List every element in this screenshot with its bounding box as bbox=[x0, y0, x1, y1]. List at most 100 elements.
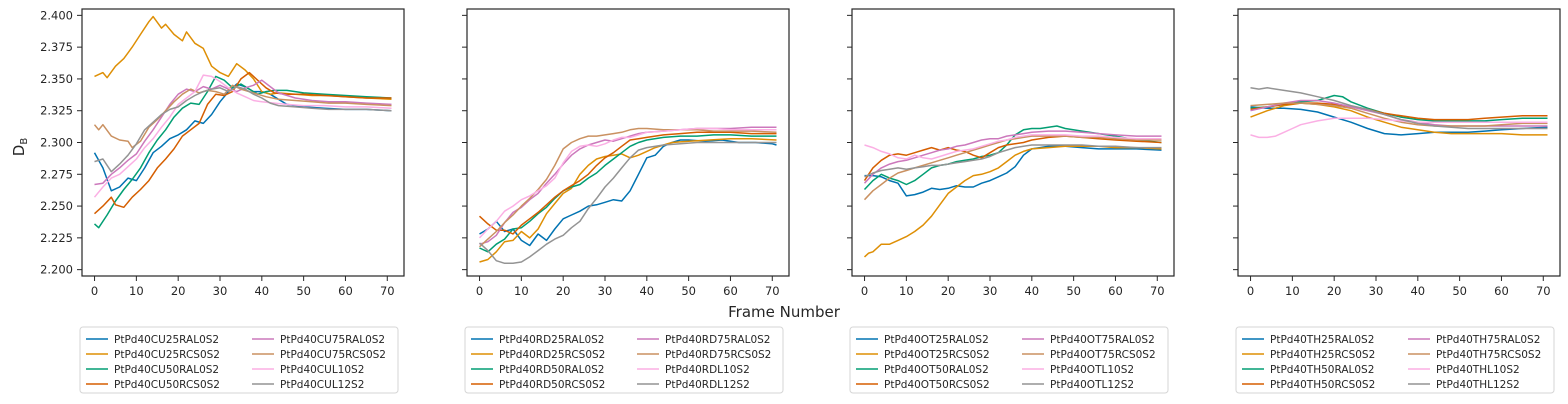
y-tick-label: 2.225 bbox=[40, 231, 73, 245]
series-line-PtPd40CU50RAL0S2 bbox=[93, 75, 392, 229]
legend-entry: PtPd40RD75RCS0S2 bbox=[665, 349, 771, 361]
x-tick-label: 0 bbox=[476, 284, 483, 298]
legend-entry: PtPd40TH50RAL0S2 bbox=[1270, 364, 1374, 376]
y-tick-label: 2.200 bbox=[40, 263, 73, 277]
x-tick-label: 70 bbox=[1536, 284, 1551, 298]
legend-entry: PtPd40CU75RAL0S2 bbox=[280, 334, 385, 346]
series-line-PtPd40CUL10S2 bbox=[93, 74, 392, 198]
series-line-PtPd40OTL12S2 bbox=[864, 144, 1162, 178]
legend-entry: PtPd40RD25RCS0S2 bbox=[499, 349, 605, 361]
series-line-PtPd40RD50RAL0S2 bbox=[479, 134, 777, 253]
panel-3: 0 10 20 30 40 50 60 70PtPd40OT25RAL0S2PtPd40OT2… bbox=[847, 8, 1175, 394]
legend-entry: PtPd40OT25RCS0S2 bbox=[884, 349, 990, 361]
legend-box bbox=[79, 326, 399, 394]
x-tick-label: 20 bbox=[941, 284, 956, 298]
legend-entry: PtPd40CU75RCS0S2 bbox=[280, 349, 386, 361]
panel-1: 0 10 20 30 40 50 60 70 2.200 2.225 2.250 2.275 2.300… bbox=[40, 8, 405, 394]
x-tick-label: 10 bbox=[514, 284, 529, 298]
legend-box bbox=[464, 326, 784, 394]
legend: PtPd40RD25RAL0S2 PtPd40RD25RCS0S2 PtPd40RD… bbox=[464, 326, 784, 394]
y-tick-label: 2.300 bbox=[40, 136, 73, 150]
legend-entry: PtPd40CU25RCS0S2 bbox=[114, 349, 220, 361]
series-group bbox=[93, 15, 392, 229]
legend-entry: PtPd40TH25RCS0S2 bbox=[1270, 349, 1375, 361]
x-axis-title: Frame Number bbox=[728, 303, 841, 321]
series-line-PtPd40CUL12S2 bbox=[94, 85, 392, 173]
x-tick-label: 20 bbox=[556, 284, 571, 298]
legend-entry: PtPd40OT25RAL0S2 bbox=[884, 334, 989, 346]
series-line-PtPd40THL12S2 bbox=[1250, 87, 1548, 130]
y-axis-title: DB bbox=[10, 138, 30, 157]
panel-4: 0 10 20 30 40 50 60 70PtPd40TH25RAL0S2PtPd40TH2… bbox=[1233, 8, 1561, 394]
series-line-PtPd40TH25RAL0S2 bbox=[1250, 106, 1548, 136]
x-tick-label: 50 bbox=[296, 284, 311, 298]
x-tick-label: 40 bbox=[254, 284, 269, 298]
x-tick-label: 60 bbox=[338, 284, 353, 298]
legend-entry: PtPd40RD75RAL0S2 bbox=[665, 334, 770, 346]
legend-entry: PtPd40OT75RCS0S2 bbox=[1050, 349, 1156, 361]
series-line-PtPd40THL10S2 bbox=[1250, 117, 1548, 139]
x-tick-label: 40 bbox=[1410, 284, 1425, 298]
legend-entry: PtPd40TH75RCS0S2 bbox=[1436, 349, 1541, 361]
y-tick-label: 2.375 bbox=[40, 40, 73, 54]
series-line-PtPd40RDL10S2 bbox=[478, 127, 777, 239]
legend: PtPd40CU25RAL0S2 PtPd40CU25RCS0S2 PtPd40CU… bbox=[79, 326, 399, 394]
y-axis-title-sub: B bbox=[19, 138, 30, 145]
x-tick-label: 10 bbox=[129, 284, 144, 298]
legend-entry: PtPd40THL12S2 bbox=[1436, 379, 1520, 391]
legend-entry: PtPd40OT50RCS0S2 bbox=[884, 379, 990, 391]
x-tick-label: 30 bbox=[213, 284, 228, 298]
legend-entry: PtPd40THL10S2 bbox=[1436, 364, 1520, 376]
x-tick-label: 40 bbox=[1024, 284, 1039, 298]
y-tick-label: 2.350 bbox=[40, 72, 73, 86]
series-group bbox=[478, 126, 777, 265]
y-axis-title-main: D bbox=[10, 145, 28, 157]
legend-entry: PtPd40RDL10S2 bbox=[665, 364, 750, 376]
legend-entry: PtPd40OT50RAL0S2 bbox=[884, 364, 989, 376]
x-tick-label: 30 bbox=[598, 284, 613, 298]
x-tick-label: 10 bbox=[899, 284, 914, 298]
series-line-PtPd40OT75RAL0S2 bbox=[863, 130, 1162, 184]
legend-entry: PtPd40CUL12S2 bbox=[280, 379, 364, 391]
y-tick-label: 2.400 bbox=[40, 8, 73, 22]
series-line-PtPd40RDL12S2 bbox=[478, 141, 777, 265]
x-tick-label: 50 bbox=[1066, 284, 1081, 298]
series-line-PtPd40OT25RCS0S2 bbox=[863, 145, 1162, 258]
series-line-PtPd40RD50RCS0S2 bbox=[478, 131, 777, 235]
x-tick-label: 50 bbox=[1452, 284, 1467, 298]
x-tick-label: 60 bbox=[1108, 284, 1123, 298]
legend-entry: PtPd40CUL10S2 bbox=[280, 364, 364, 376]
legend-box bbox=[1235, 326, 1555, 394]
x-tick-label: 30 bbox=[983, 284, 998, 298]
x-tick-label: 60 bbox=[723, 284, 738, 298]
legend: PtPd40OT25RAL0S2 PtPd40OT25RCS0S2 PtPd40OT… bbox=[849, 326, 1169, 394]
panel-2: 0 10 20 30 40 50 60 70PtPd40RD25RAL0S2PtPd40RD2… bbox=[462, 8, 790, 394]
legend-entry: PtPd40CU25RAL0S2 bbox=[114, 334, 219, 346]
x-tick-label: 70 bbox=[1150, 284, 1165, 298]
series-group bbox=[863, 125, 1162, 258]
x-tick-label: 10 bbox=[1285, 284, 1300, 298]
legend-entry: PtPd40CU50RAL0S2 bbox=[114, 364, 219, 376]
legend: PtPd40TH25RAL0S2 PtPd40TH25RCS0S2 PtPd40TH… bbox=[1235, 326, 1555, 394]
x-tick-label: 70 bbox=[380, 284, 395, 298]
series-line-PtPd40CU50RCS0S2 bbox=[93, 71, 392, 215]
series-line-PtPd40RD25RCS0S2 bbox=[479, 137, 777, 263]
series-line-PtPd40OT75RCS0S2 bbox=[863, 135, 1162, 201]
y-tick-label: 2.250 bbox=[40, 199, 73, 213]
legend-entry: PtPd40RD50RCS0S2 bbox=[499, 379, 605, 391]
x-tick-label: 20 bbox=[1327, 284, 1342, 298]
series-group bbox=[1250, 87, 1548, 139]
series-line-PtPd40OTL10S2 bbox=[864, 134, 1162, 160]
x-tick-label: 50 bbox=[681, 284, 696, 298]
y-tick-label: 2.325 bbox=[40, 104, 73, 118]
legend-entry: PtPd40TH25RAL0S2 bbox=[1270, 334, 1374, 346]
legend-entry: PtPd40RDL12S2 bbox=[665, 379, 750, 391]
x-tick-label: 0 bbox=[91, 284, 98, 298]
legend-box bbox=[849, 326, 1169, 394]
legend-entry: PtPd40TH50RCS0S2 bbox=[1270, 379, 1375, 391]
legend-entry: PtPd40OTL10S2 bbox=[1050, 364, 1134, 376]
y-tick-label: 2.275 bbox=[40, 167, 73, 181]
x-tick-label: 0 bbox=[861, 284, 868, 298]
x-tick-label: 40 bbox=[639, 284, 654, 298]
